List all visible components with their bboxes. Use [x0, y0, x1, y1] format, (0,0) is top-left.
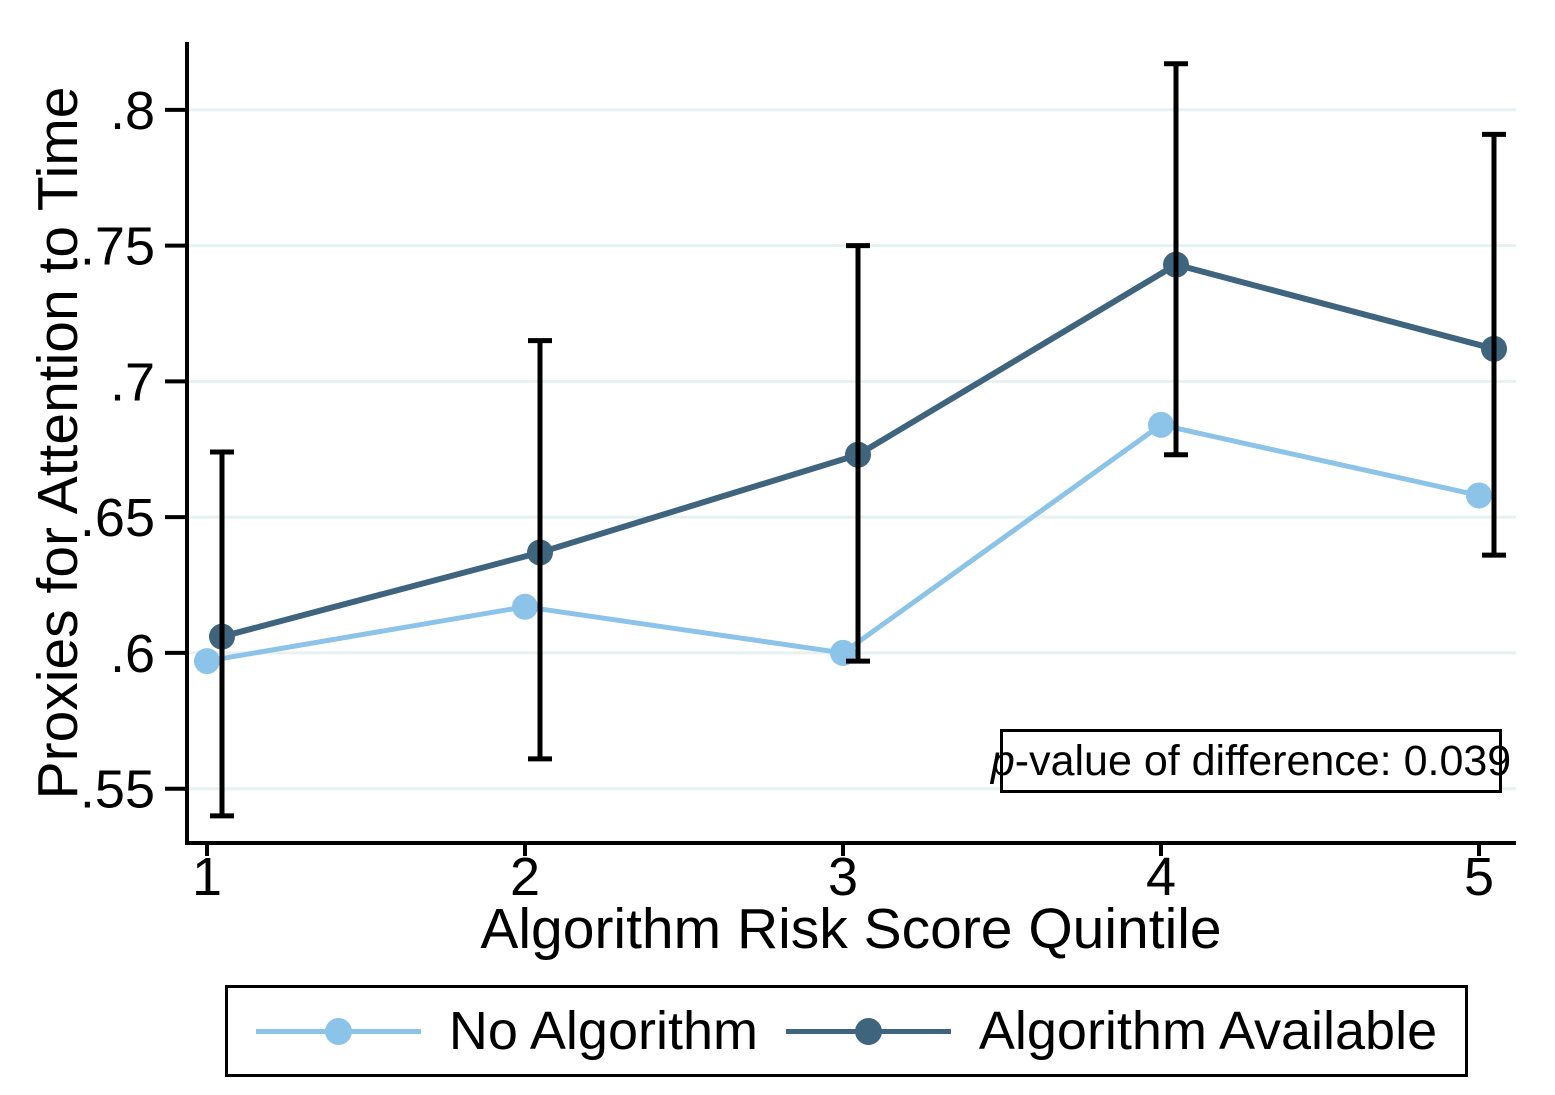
data-point: [512, 593, 538, 620]
y-tick-label: .8: [110, 81, 155, 141]
legend-entry-no-algorithm: No Algorithm: [255, 1000, 758, 1062]
p-value-italic-p: p: [990, 736, 1015, 785]
x-tick-label: 2: [510, 847, 540, 907]
x-tick-label: 4: [1146, 847, 1176, 907]
x-tick-label: 1: [192, 847, 222, 907]
x-tick-label: 5: [1464, 847, 1494, 907]
y-axis-title: Proxies for Attention to Time: [26, 86, 90, 800]
legend-entry-algorithm-available: Algorithm Available: [785, 1000, 1438, 1062]
legend: No Algorithm Algorithm Available: [225, 985, 1468, 1077]
data-point: [1466, 482, 1492, 509]
legend-label: Algorithm Available: [978, 1001, 1438, 1061]
y-tick-label: .6: [110, 624, 155, 684]
y-tick-label: .65: [80, 488, 155, 548]
legend-dot-icon: [854, 1017, 882, 1045]
legend-label: No Algorithm: [448, 1001, 758, 1061]
data-point: [194, 648, 220, 675]
y-tick-label: .7: [110, 352, 155, 412]
y-tick-label: .75: [80, 217, 155, 277]
y-tick-label: .55: [80, 760, 155, 820]
legend-dot-icon: [324, 1017, 352, 1045]
data-point: [1148, 411, 1174, 438]
x-axis-title: Algorithm Risk Score Quintile: [480, 897, 1222, 961]
legend-marker-no-algorithm: [255, 1016, 421, 1046]
legend-marker-algorithm-available: [785, 1016, 951, 1046]
p-value-annotation-box: p -value of difference: 0.039: [991, 729, 1511, 793]
p-value-text: -value of difference: 0.039: [1014, 736, 1512, 785]
x-tick-label: 3: [828, 847, 858, 907]
